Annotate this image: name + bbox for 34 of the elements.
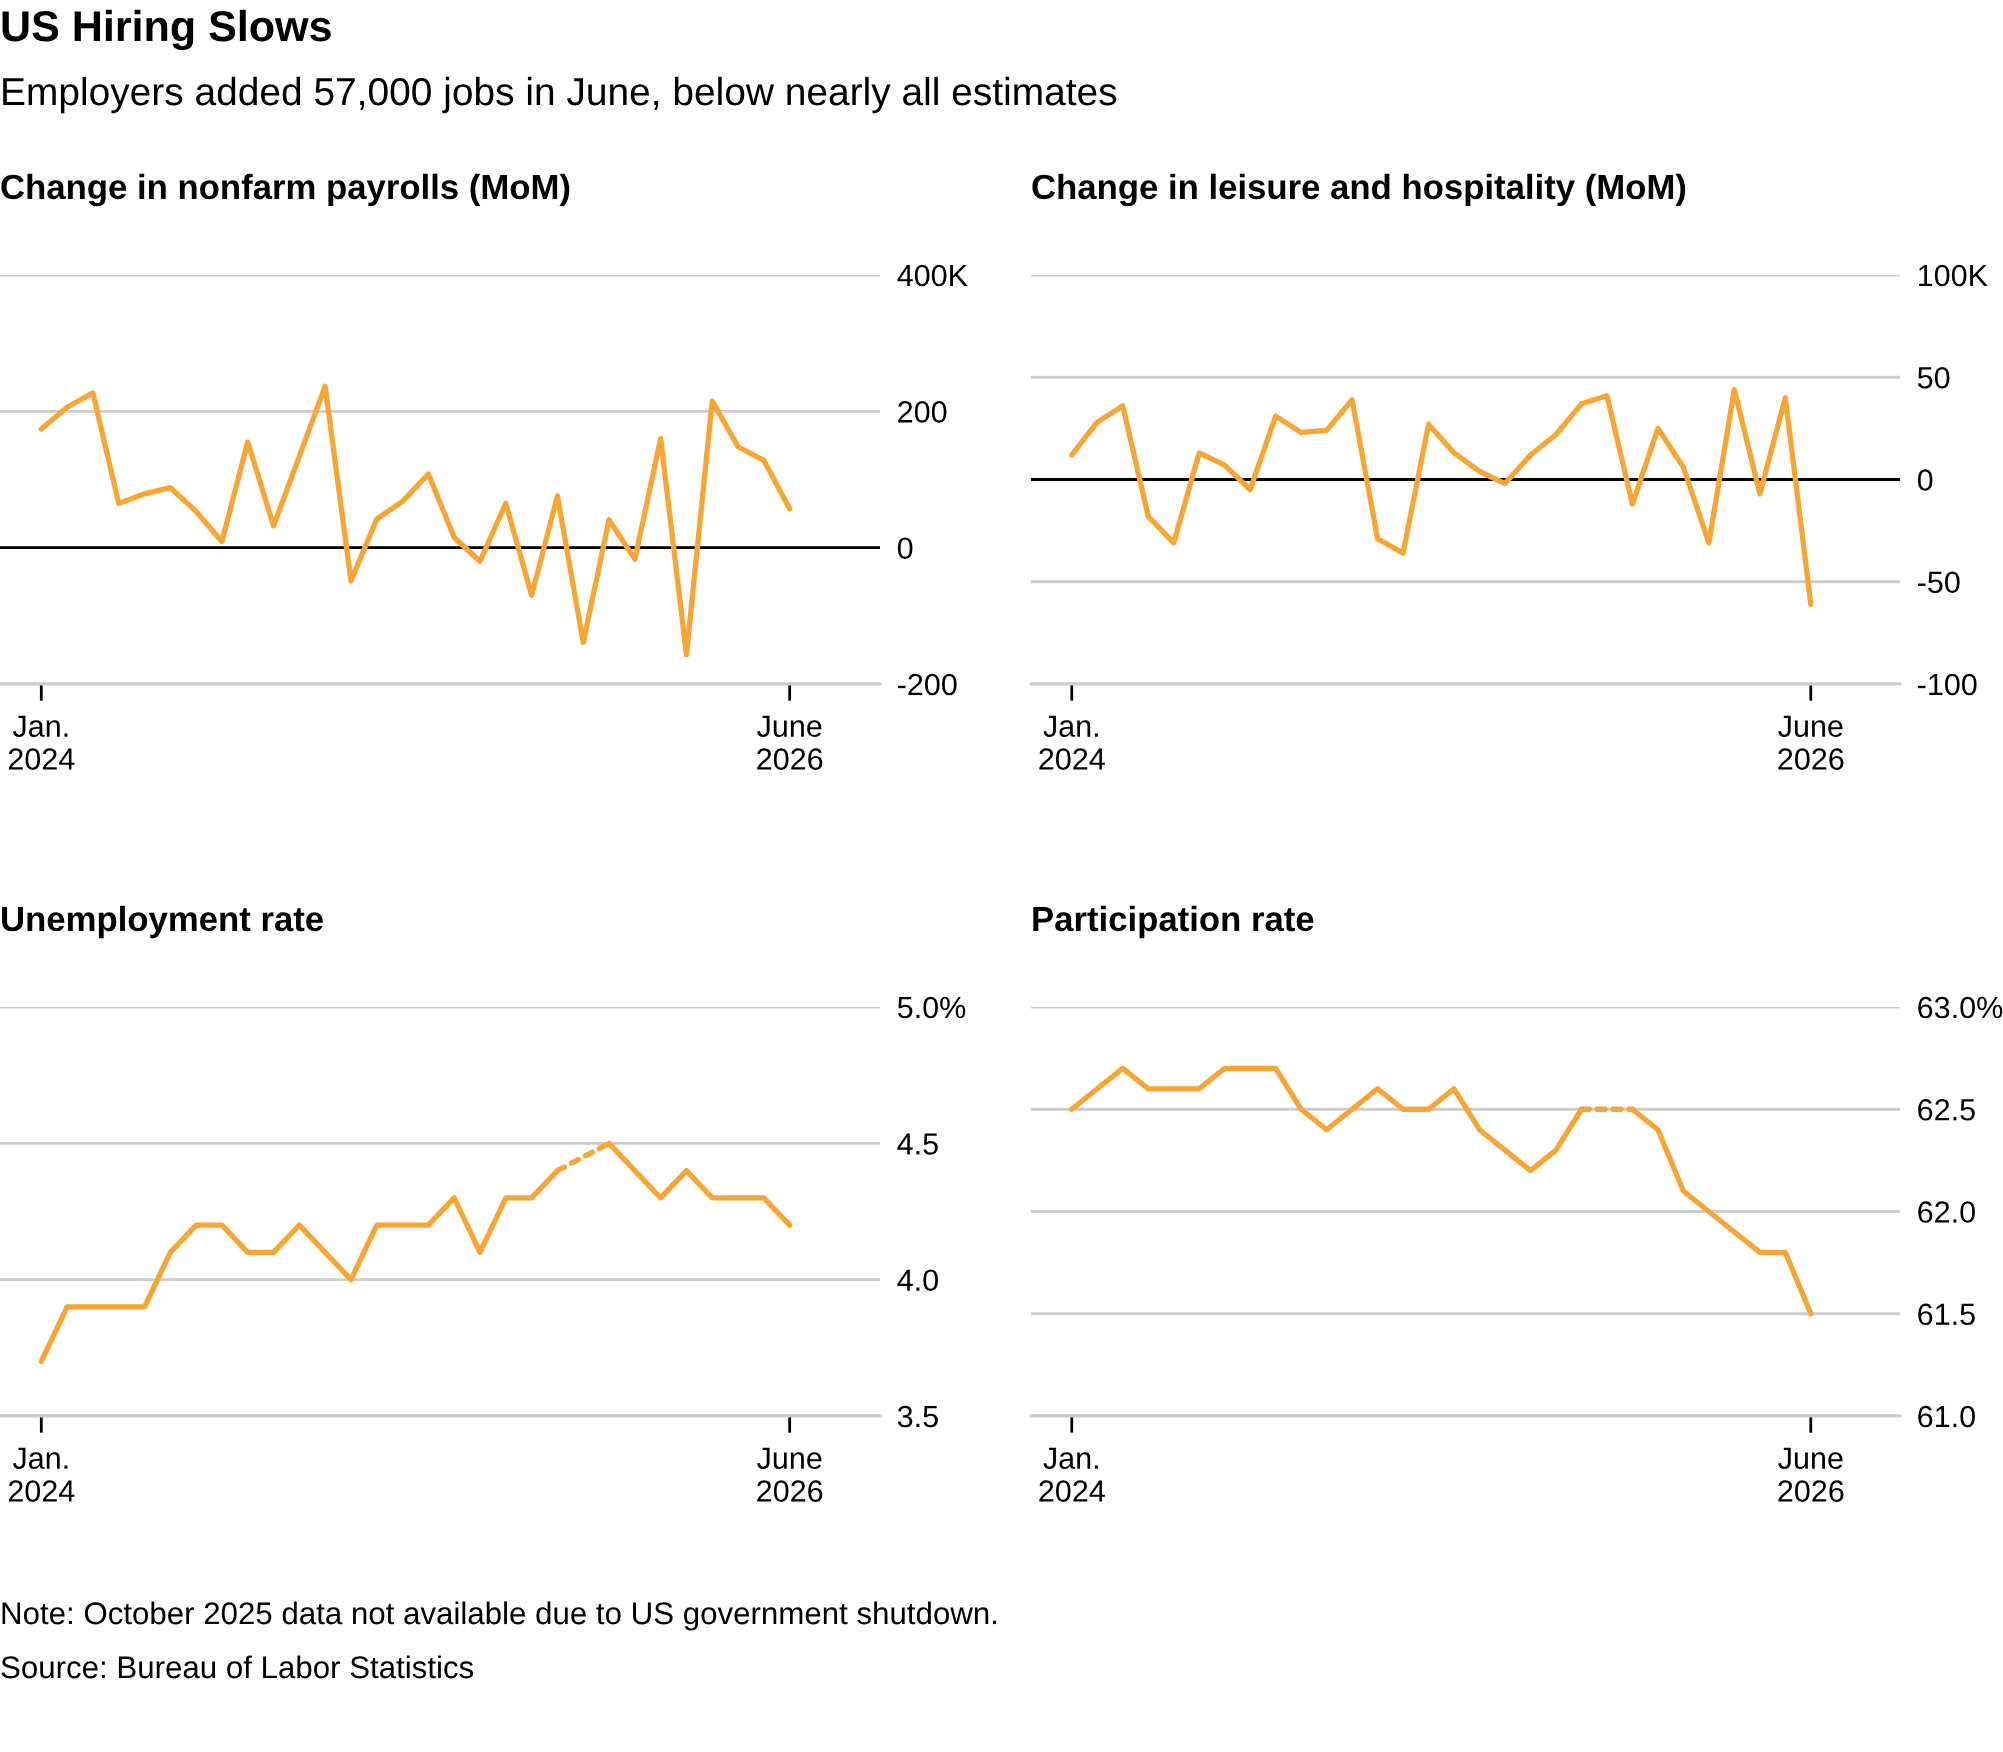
y-tick-label: -50 — [1918, 571, 1960, 594]
y-tick-label: 0 — [1917, 469, 1933, 491]
chart-title: Unemployment rate — [2, 905, 323, 939]
x-tick-label: June 2026 — [757, 1447, 823, 1502]
y-tick-label: 63.0% — [1918, 996, 2003, 1019]
y-tick-label: 50 — [1917, 366, 1950, 389]
chart-title: Change in leisure and hospitality (MoM) — [1032, 173, 1686, 207]
y-tick-label: 62.0 — [1918, 1201, 1975, 1223]
source-note: Source: Bureau of Labor Statistics — [1, 1655, 474, 1679]
y-tick-label: 61.5 — [1918, 1303, 1975, 1326]
x-tick-label: June 2026 — [757, 715, 823, 770]
text: Note: October 2025 data not available due to US government shutdown. — [2, 1601, 997, 1631]
chart-title: Change in nonfarm payrolls (MoM) — [1, 173, 570, 207]
y-tick-label: 3.5 — [897, 1405, 938, 1428]
y-tick-label: 100K — [1919, 264, 1988, 287]
x-tick-label: Jan. 2024 — [8, 715, 75, 770]
text: Employers added 57,000 jobs in June, below nearly all estimates — [3, 76, 1117, 114]
y-tick-label: 62.5 — [1918, 1098, 1975, 1121]
y-tick-label: 4.0 — [897, 1269, 938, 1292]
y-tick-label: 400K — [897, 264, 968, 287]
y-tick-label: 61.0 — [1918, 1405, 1975, 1428]
x-tick-label: Jan. 2024 — [8, 1447, 75, 1502]
chart-title: Participation rate — [1033, 905, 1314, 939]
y-tick-label: -200 — [898, 673, 957, 696]
y-tick-label: 4.5 — [897, 1133, 938, 1155]
y-tick-label: -100 — [1918, 673, 1977, 696]
x-tick-label: June 2026 — [1778, 1447, 1844, 1502]
y-tick-label: 5.0% — [897, 996, 966, 1019]
y-tick-label: 200 — [898, 401, 947, 423]
x-tick-label: Jan. 2024 — [1039, 1447, 1105, 1502]
text: US Hiring Slows — [2, 9, 331, 51]
x-tick-label: Jan. 2024 — [1039, 715, 1105, 770]
x-tick-label: June 2026 — [1778, 715, 1844, 770]
y-tick-label: 0 — [897, 537, 913, 560]
